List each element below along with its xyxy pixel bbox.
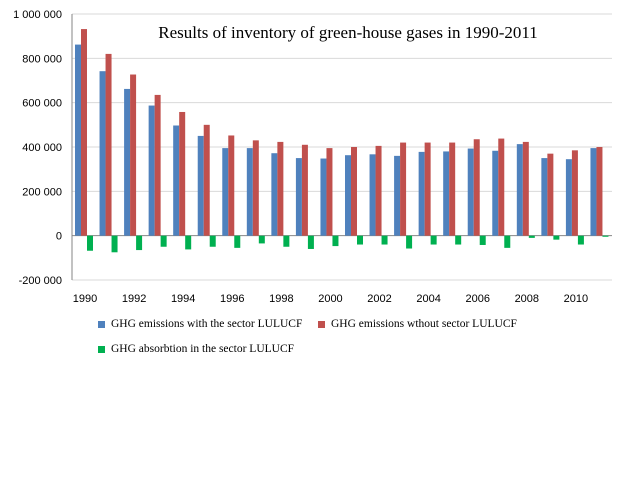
chart-title: Results of inventory of green-house gase… (158, 23, 537, 42)
bar-without-lulucf (351, 147, 357, 236)
x-tick-label: 2006 (465, 293, 489, 305)
bar-with-lulucf (590, 148, 597, 236)
bar-with-lulucf (295, 158, 302, 236)
bar-with-lulucf (148, 105, 155, 236)
bar-absorbtion (209, 235, 216, 247)
bar-without-lulucf (547, 153, 554, 236)
bar-without-lulucf (571, 150, 578, 236)
bar-without-lulucf (154, 94, 161, 236)
bar-with-lulucf (565, 159, 572, 236)
bar-absorbtion (332, 235, 339, 247)
bar-without-lulucf (179, 111, 186, 236)
bar-absorbtion (185, 235, 192, 250)
bar-absorbtion (430, 235, 437, 245)
bar-absorbtion (381, 235, 388, 245)
bar-without-lulucf (252, 140, 259, 236)
y-tick-label: 400 000 (22, 142, 62, 154)
bar-absorbtion (602, 235, 609, 237)
bar-with-lulucf (124, 88, 131, 236)
bar-absorbtion (258, 235, 265, 244)
bar-absorbtion (528, 235, 535, 238)
x-tick-labels: 1990 1992 1994 1996 1998 2000 2002 2004 2006 2008… (73, 293, 588, 305)
bar-with-lulucf (197, 135, 204, 236)
y-tick-labels: 1 000 000 800 000 600 000 400 000 200 000 0 -2… (13, 9, 62, 287)
x-tick-label: 2008 (515, 293, 539, 305)
bar-without-lulucf (326, 148, 333, 236)
bar-absorbtion (406, 235, 413, 249)
y-tick-label: 200 000 (22, 186, 62, 198)
x-tick-label: 1998 (269, 293, 293, 305)
x-tick-label: 1990 (73, 293, 97, 305)
bar-absorbtion (283, 235, 290, 247)
x-tick-label: 2000 (318, 293, 342, 305)
x-tick-label: 1994 (171, 293, 195, 305)
x-tick-label: 2010 (564, 293, 588, 305)
bar-with-lulucf (369, 154, 376, 236)
bar-with-lulucf (516, 144, 523, 236)
legend-swatch-absorbtion (98, 345, 105, 353)
bar-with-lulucf (320, 158, 327, 236)
bar-with-lulucf (246, 148, 253, 236)
bar-with-lulucf (222, 148, 229, 236)
x-tick-label: 2002 (367, 293, 391, 305)
bar-without-lulucf (498, 138, 505, 236)
bar-with-lulucf (467, 148, 474, 236)
bar-without-lulucf (424, 142, 431, 236)
bar-without-lulucf (277, 141, 284, 236)
x-tick-label: 2004 (416, 293, 440, 305)
bar-without-lulucf (203, 124, 210, 236)
y-tick-label: 600 000 (22, 98, 62, 110)
legend-label-with-lulucf: GHG emissions with the sector LULUCF (111, 318, 303, 330)
bar-absorbtion (577, 235, 584, 245)
legend-item-absorbtion: GHG absorbtion in the sector LULUCF (98, 343, 294, 355)
bar-absorbtion (553, 235, 560, 240)
legend-label-without-lulucf: GHG emissions wthout sector LULUCF (331, 318, 517, 330)
bar-absorbtion (504, 235, 511, 248)
bar-without-lulucf (400, 142, 407, 236)
bar-absorbtion (160, 235, 167, 247)
bar-with-lulucf (345, 155, 351, 236)
legend-swatch-with-lulucf (98, 320, 105, 328)
legend-label-absorbtion: GHG absorbtion in the sector LULUCF (111, 343, 295, 355)
legend-item-with-lulucf: GHG emissions with the sector LULUCF (98, 318, 302, 330)
bar-absorbtion (136, 235, 143, 251)
y-tick-label: -200 000 (19, 275, 62, 287)
y-tick-label: 1 000 000 (13, 9, 62, 21)
bar-without-lulucf (130, 74, 137, 236)
bar-with-lulucf (394, 155, 401, 236)
bar-absorbtion (307, 235, 314, 249)
bar-with-lulucf (173, 125, 180, 236)
bar-with-lulucf (492, 150, 499, 236)
bar-with-lulucf (99, 71, 106, 236)
y-tick-label: 0 (56, 231, 62, 243)
bar-with-lulucf (271, 153, 278, 236)
bar-absorbtion (111, 235, 118, 253)
legend-item-without-lulucf: GHG emissions wthout sector LULUCF (318, 318, 517, 330)
bar-with-lulucf (418, 151, 425, 236)
bars (75, 29, 609, 253)
bar-without-lulucf (375, 145, 382, 236)
y-tick-label: 800 000 (22, 53, 62, 65)
bar-without-lulucf (301, 144, 308, 236)
bar-without-lulucf (473, 139, 480, 236)
bar-absorbtion (357, 235, 363, 245)
gridlines (72, 13, 612, 281)
bar-with-lulucf (541, 158, 548, 236)
bar-with-lulucf (443, 151, 450, 236)
bar-without-lulucf (522, 141, 529, 236)
bar-without-lulucf (81, 29, 87, 236)
bar-without-lulucf (228, 135, 235, 236)
bar-with-lulucf (75, 44, 81, 236)
bar-absorbtion (479, 235, 486, 245)
bar-without-lulucf (449, 142, 456, 236)
bar-without-lulucf (596, 147, 603, 236)
x-tick-label: 1992 (122, 293, 146, 305)
bar-without-lulucf (105, 53, 112, 236)
bar-absorbtion (87, 235, 93, 251)
bar-absorbtion (455, 235, 462, 245)
bar-absorbtion (234, 235, 241, 248)
legend-swatch-without-lulucf (318, 320, 325, 328)
x-tick-label: 1996 (220, 293, 244, 305)
